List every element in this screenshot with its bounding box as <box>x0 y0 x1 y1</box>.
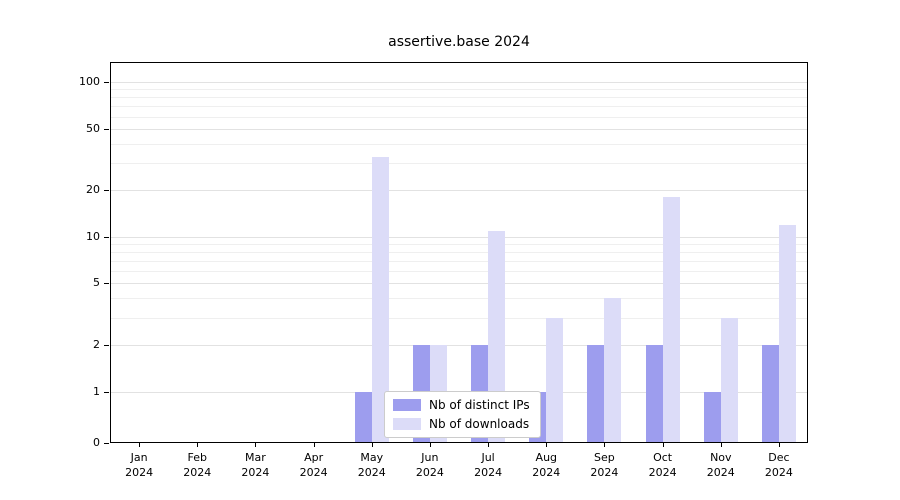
bar-downloads-Dec-2024 <box>778 224 796 443</box>
x-tick-label: Dec 2024 <box>764 451 793 479</box>
y-minor-gridline <box>110 97 808 99</box>
y-tick-label: 0 <box>93 436 100 449</box>
x-tick-mark <box>720 443 722 447</box>
x-tick-label: Jul 2024 <box>474 451 503 479</box>
x-tick-mark <box>604 443 606 447</box>
y-tick-mark <box>104 391 109 393</box>
legend-item-distinct-ips: Nb of distinct IPs <box>393 398 530 412</box>
y-minor-gridline <box>110 163 808 165</box>
y-tick-label: 10 <box>86 229 100 243</box>
y-tick-mark <box>104 443 109 444</box>
x-tick-mark <box>662 443 664 447</box>
legend-swatch-distinct-ips <box>393 399 421 411</box>
bar-downloads-Jul-2024 <box>488 230 506 443</box>
y-tick-label: 50 <box>86 121 100 135</box>
y-tick-mark <box>104 283 109 285</box>
x-tick-label: May 2024 <box>357 451 386 479</box>
x-tick-mark <box>255 443 257 447</box>
legend-label-downloads: Nb of downloads <box>429 417 530 431</box>
bar-distinct-ips-Dec-2024 <box>761 345 779 443</box>
x-tick-label: Sep 2024 <box>590 451 619 479</box>
y-tick-mark <box>104 236 109 238</box>
x-tick-label: Aug 2024 <box>532 451 561 479</box>
legend: Nb of distinct IPs Nb of downloads <box>384 391 541 438</box>
x-tick-mark <box>197 443 199 447</box>
y-tick-mark <box>104 128 109 130</box>
y-minor-gridline <box>110 243 808 245</box>
x-tick-label: Nov 2024 <box>706 451 735 479</box>
y-major-gridline <box>110 283 808 285</box>
y-minor-gridline <box>110 317 808 319</box>
y-minor-gridline <box>110 106 808 108</box>
x-tick-mark <box>313 443 315 447</box>
y-major-gridline <box>110 82 808 84</box>
y-minor-gridline <box>110 116 808 118</box>
x-tick-label: Feb 2024 <box>183 451 212 479</box>
y-minor-gridline <box>110 251 808 253</box>
y-minor-gridline <box>110 298 808 300</box>
legend-label-distinct-ips: Nb of distinct IPs <box>429 398 530 412</box>
y-major-gridline <box>110 236 808 238</box>
x-tick-mark <box>139 443 141 447</box>
legend-swatch-downloads <box>393 418 421 430</box>
y-tick-mark <box>104 345 109 346</box>
y-major-gridline <box>110 128 808 130</box>
y-tick-label: 1 <box>93 384 100 398</box>
y-minor-gridline <box>110 260 808 262</box>
y-tick-label: 2 <box>93 338 100 351</box>
x-tick-mark <box>546 443 548 447</box>
y-minor-gridline <box>110 271 808 273</box>
x-tick-label: Mar 2024 <box>241 451 270 479</box>
y-tick-label: 5 <box>93 276 100 290</box>
y-tick-mark <box>104 82 109 84</box>
bar-downloads-Nov-2024 <box>720 317 738 443</box>
x-tick-mark <box>488 443 490 447</box>
x-tick-mark <box>429 443 431 447</box>
x-tick-label: Oct 2024 <box>648 451 677 479</box>
bar-downloads-May-2024 <box>371 156 389 443</box>
y-tick-label: 100 <box>79 75 100 89</box>
bar-distinct-ips-Sep-2024 <box>587 345 605 443</box>
legend-item-downloads: Nb of downloads <box>393 417 530 431</box>
bar-downloads-Oct-2024 <box>662 197 680 443</box>
bar-downloads-Aug-2024 <box>546 317 564 443</box>
bar-downloads-Sep-2024 <box>604 298 622 443</box>
x-tick-label: Jun 2024 <box>415 451 444 479</box>
y-tick-mark <box>104 190 109 192</box>
y-tick-label: 20 <box>86 183 100 197</box>
chart-title: assertive.base 2024 <box>388 34 530 50</box>
bar-distinct-ips-Oct-2024 <box>645 345 663 443</box>
bar-distinct-ips-May-2024 <box>354 391 372 443</box>
y-major-gridline <box>110 190 808 192</box>
x-tick-mark <box>778 443 780 447</box>
bar-distinct-ips-Nov-2024 <box>703 391 721 443</box>
x-tick-mark <box>371 443 373 447</box>
y-minor-gridline <box>110 143 808 145</box>
x-tick-label: Apr 2024 <box>299 451 328 479</box>
y-major-gridline <box>110 345 808 346</box>
y-minor-gridline <box>110 89 808 91</box>
x-tick-label: Jan 2024 <box>125 451 154 479</box>
